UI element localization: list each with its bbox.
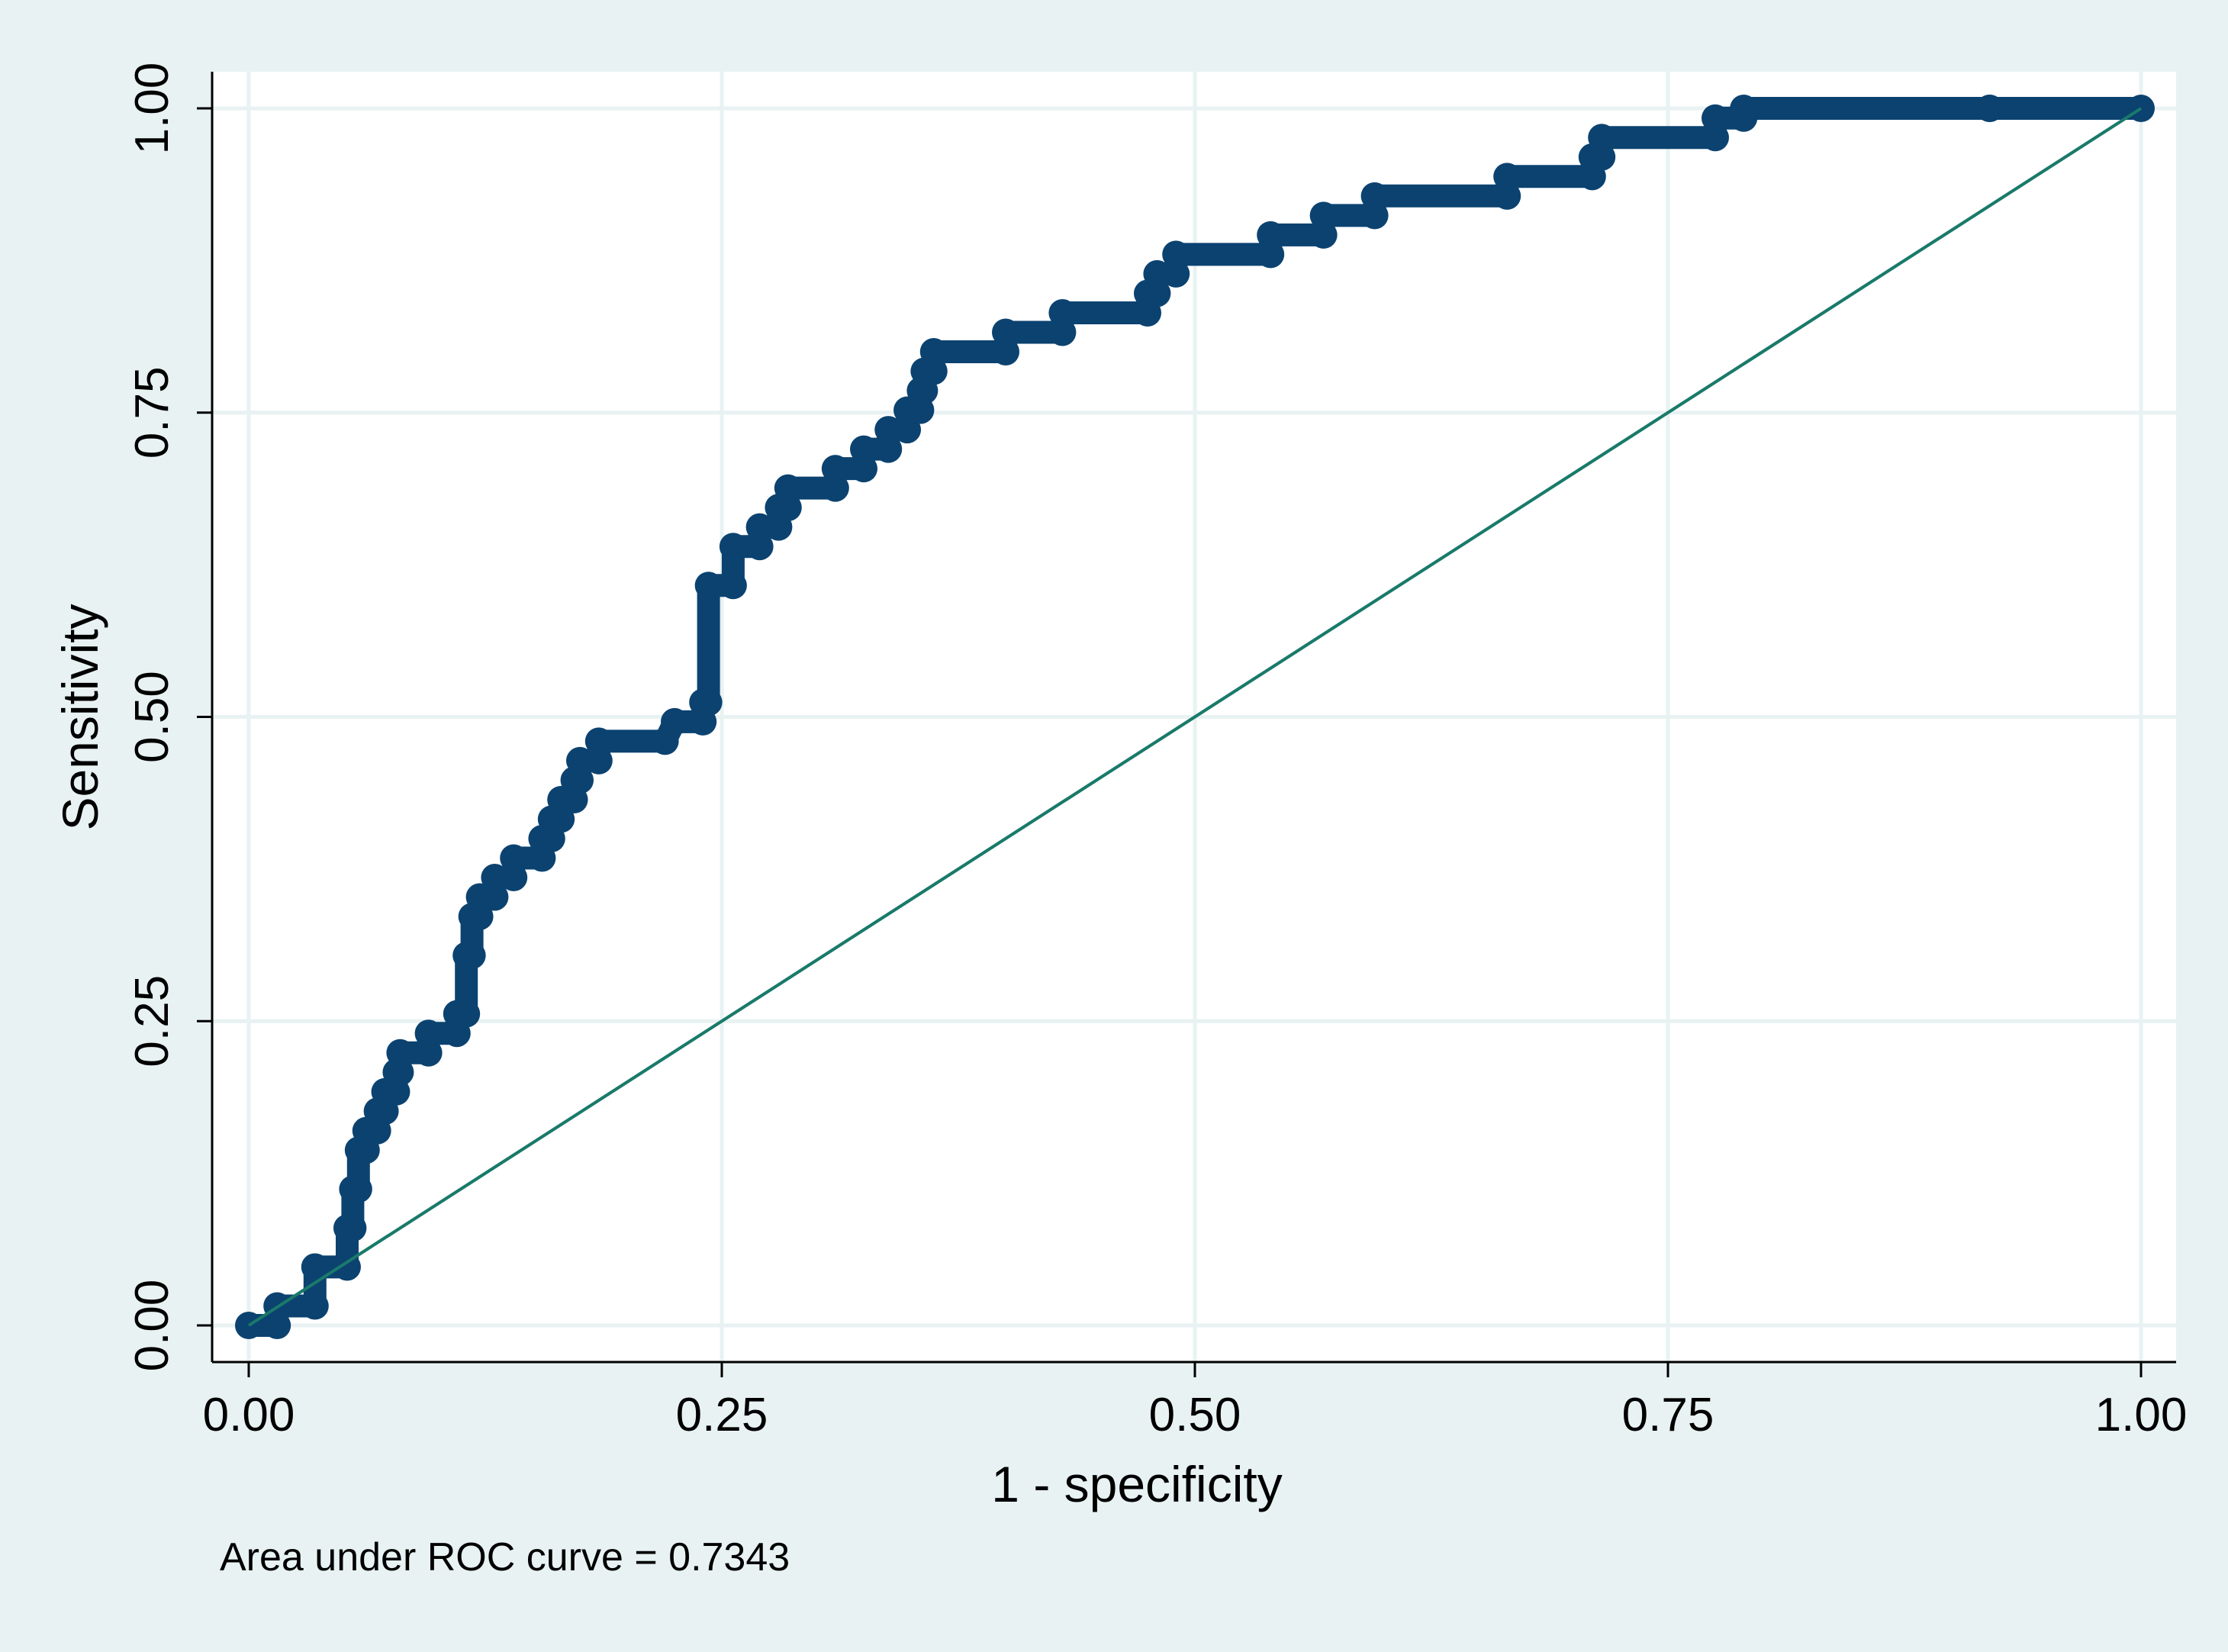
roc-point bbox=[1702, 104, 1729, 132]
roc-point bbox=[774, 494, 802, 522]
y-tick-label: 1.00 bbox=[126, 63, 179, 155]
x-tick-label: 0.00 bbox=[203, 1389, 295, 1441]
x-tick-label: 0.25 bbox=[676, 1389, 768, 1441]
roc-point bbox=[386, 1039, 414, 1067]
roc-point bbox=[745, 513, 774, 541]
roc-point bbox=[414, 1019, 443, 1048]
roc-point bbox=[566, 746, 594, 774]
roc-point bbox=[919, 338, 948, 366]
roc-point bbox=[1493, 163, 1521, 191]
roc-point bbox=[893, 416, 922, 444]
roc-point bbox=[458, 942, 486, 970]
y-axis-title: Sensitivity bbox=[52, 604, 108, 830]
roc-point bbox=[1730, 95, 1758, 122]
roc-point bbox=[1143, 259, 1171, 288]
roc-point bbox=[1257, 240, 1285, 269]
roc-point bbox=[1975, 95, 2004, 122]
roc-point bbox=[344, 1175, 372, 1203]
y-tick-label: 0.75 bbox=[126, 366, 179, 459]
roc-point bbox=[386, 1058, 414, 1087]
roc-point bbox=[465, 903, 494, 931]
roc-point bbox=[1143, 279, 1171, 308]
roc-point bbox=[821, 455, 849, 483]
y-tick-label: 0.50 bbox=[126, 671, 179, 763]
roc-point bbox=[1702, 124, 1729, 152]
roc-point bbox=[547, 805, 575, 833]
roc-point bbox=[584, 746, 613, 774]
roc-markers bbox=[235, 95, 2155, 1339]
roc-point bbox=[850, 455, 877, 483]
roc-point bbox=[850, 435, 877, 463]
roc-point bbox=[1162, 259, 1190, 288]
roc-point bbox=[719, 572, 747, 600]
roc-point bbox=[333, 1253, 361, 1281]
roc-point bbox=[566, 766, 594, 794]
roc-point bbox=[452, 1000, 481, 1028]
roc-point bbox=[263, 1312, 291, 1339]
roc-point bbox=[500, 864, 528, 892]
roc-point bbox=[919, 357, 948, 385]
roc-point bbox=[719, 533, 747, 561]
x-axis-title: 1 - specificity bbox=[991, 1456, 1282, 1512]
auc-note: Area under ROC curve = 0.7343 bbox=[220, 1535, 790, 1580]
roc-point bbox=[500, 844, 528, 872]
roc-point bbox=[992, 318, 1019, 346]
roc-point bbox=[745, 533, 774, 561]
y-tick-label: 0.25 bbox=[126, 975, 179, 1068]
roc-point bbox=[774, 474, 802, 502]
roc-point bbox=[414, 1039, 443, 1067]
roc-point bbox=[584, 727, 613, 755]
roc-point bbox=[1257, 221, 1285, 249]
roc-point bbox=[1588, 143, 1616, 171]
roc-point bbox=[661, 707, 688, 736]
roc-point bbox=[1360, 182, 1389, 210]
x-tick-label: 0.75 bbox=[1622, 1389, 1714, 1441]
roc-point bbox=[1048, 318, 1077, 346]
reference-line-overlay bbox=[247, 107, 2143, 1327]
roc-point bbox=[1588, 124, 1616, 152]
roc-point bbox=[1162, 240, 1190, 269]
roc-point bbox=[1360, 201, 1389, 230]
roc-point bbox=[339, 1214, 367, 1242]
roc-point bbox=[874, 416, 903, 444]
series bbox=[235, 95, 2155, 1339]
ticks: 0.00 0.25 0.50 0.75 1.00 0.00 0.25 0.50 0.75 1.00 bbox=[126, 63, 2187, 1441]
roc-point bbox=[481, 864, 509, 892]
roc-point bbox=[694, 688, 723, 717]
roc-point bbox=[301, 1292, 329, 1320]
roc-point bbox=[1048, 298, 1077, 327]
x-tick-label: 1.00 bbox=[2095, 1389, 2188, 1441]
roc-point bbox=[481, 883, 509, 911]
roc-point bbox=[301, 1253, 329, 1281]
roc-point bbox=[1493, 182, 1521, 210]
roc-point bbox=[874, 435, 903, 463]
roc-point bbox=[694, 572, 723, 600]
roc-point bbox=[821, 474, 849, 502]
x-tick-label: 0.50 bbox=[1149, 1389, 1241, 1441]
roc-point bbox=[1309, 201, 1338, 230]
roc-point bbox=[1309, 221, 1338, 249]
y-tick-label: 0.00 bbox=[126, 1280, 179, 1372]
roc-point bbox=[992, 338, 1019, 366]
